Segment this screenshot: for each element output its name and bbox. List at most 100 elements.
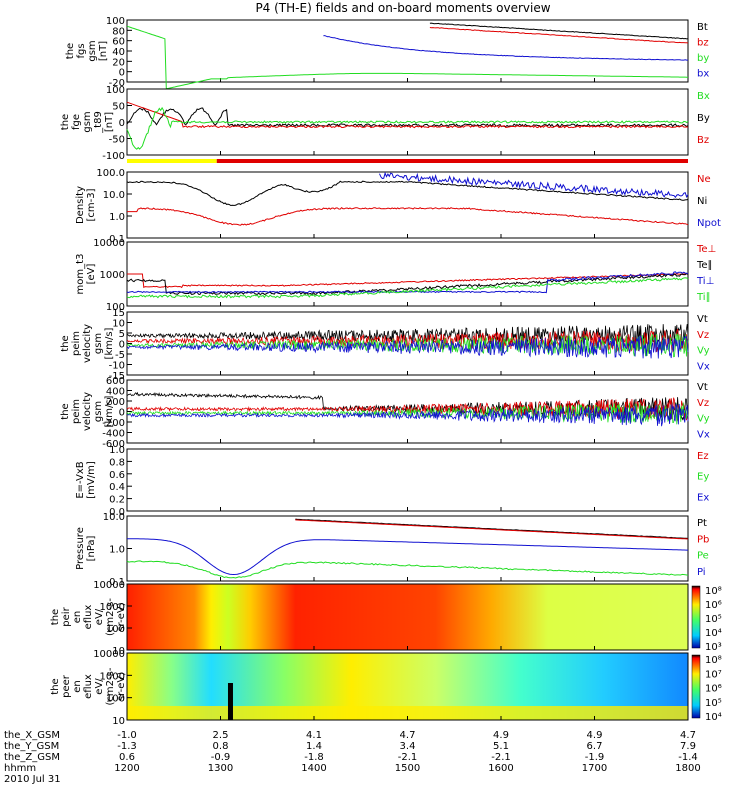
chart-title: P4 (TH-E) fields and on-board moments ov… [255,1,550,15]
y-axis-label: eV/ [94,608,105,625]
y-axis-label: [nPa] [86,535,97,561]
legend-Ni: Ni [697,196,707,207]
y-tick-label: 1.0 [109,212,125,223]
y-axis-label: peer [61,674,72,698]
y-axis-label: [km/s] [104,395,115,427]
legend-Vt: Vt [697,314,708,325]
panel-pressure: Pressure [nPa] 10.0 1.0 0.1 Pt Pb Pe Pi [75,512,709,588]
y-tick-label: -5 [115,350,125,361]
x-tick-label: 4.9 [493,730,509,741]
legend-By: By [697,113,710,124]
series-line-red [126,101,689,129]
colorbar-label: 10⁶ [705,600,722,611]
x-tick-label: 1300 [208,763,233,774]
y-tick-label: 100 [106,624,125,635]
y-axis-label: the [65,43,76,59]
heatmap-image [127,584,688,650]
x-tick-label: 4.9 [587,730,603,741]
panel-peir_spec: the peir en eflux eV/(cm2-s-sr-eV) 10⁸ 10⁶ 10⁵ 1… [50,580,722,657]
colorbar [691,654,701,719]
series-line-black [295,518,689,539]
panel-fge: the fge gsm _t89 [nT] 100 50 0 -50 -100 Bx By Bz [60,85,710,162]
series-line-blue [127,403,689,427]
y-tick-label: 10 [112,716,125,727]
colorbar-label: 10⁸ [705,655,722,666]
y-axis-label: peim [71,331,82,356]
legend-Pe: Pe [697,551,709,562]
y-axis-label: [nT] [104,112,115,132]
x-date-label: 2010 Jul 31 [4,774,61,785]
x-tick-label: 4.1 [306,730,322,741]
legend-Vz: Vz [697,398,709,409]
x-tick-label: -2.1 [398,752,418,763]
y-axis-label: sr-eV) [116,672,127,701]
legend-bx: bx [697,69,709,80]
y-tick-label: 60 [112,37,125,48]
y-tick-label: 1.0 [109,545,125,556]
y-tick-label: 0.0 [109,507,125,518]
panel-density: Density [cm-3] 100.0 10.0 1.0 0.1 Ne Ni Npot [75,168,721,245]
y-tick-label: -10 [109,361,125,372]
y-tick-label: 100 [106,16,125,27]
x-tick-label: 1.4 [306,741,322,752]
series-line-blue [379,171,689,199]
y-axis-label: gsm [93,401,104,422]
x-tick-label: -2.1 [491,752,511,763]
mode-bar-fast [216,159,688,163]
y-axis-label: (cm2-s- [105,598,116,636]
y-tick-label: 0.8 [109,457,125,468]
y-axis-label: eflux [83,674,94,699]
y-tick-label: 0 [119,340,125,351]
y-axis-label: Density [75,186,86,224]
y-axis-label: gsm [82,111,93,132]
y-axis-label: [mV/m] [86,461,97,499]
x-tick-label: -1.4 [678,752,698,763]
legend-Ti⊥: Ti⊥ [696,276,714,287]
y-tick-label: 600 [106,376,125,387]
y-tick-label: 15 [112,308,125,319]
x-tick-label: 1500 [395,763,420,774]
legend-Te∥: Te∥ [696,260,713,271]
colorbar-label: 10³ [705,642,722,653]
y-axis-label: velocity [82,324,93,363]
colorbar-label: 10⁴ [705,628,722,639]
y-tick-label: 100 [106,302,125,313]
series-line-red [127,272,689,289]
y-tick-label: 0 [119,118,125,129]
series-line-green [126,106,689,150]
series-line-red [429,27,689,44]
series-line-red [127,207,689,226]
legend-Pi: Pi [697,567,706,578]
x-tick-label: 4.7 [680,730,696,741]
y-tick-label: 10.0 [103,190,125,201]
y-tick-label: 400 [106,387,125,398]
y-tick-label: 10000 [93,649,125,660]
x-tick-label: 1800 [675,763,700,774]
y-axis-label: gsm [87,40,98,61]
y-tick-label: 10.0 [103,512,125,523]
series-line-green [126,25,688,90]
x-tick-label: 1600 [488,763,513,774]
x-tick-label: 1700 [582,763,607,774]
y-tick-label: 0 [119,408,125,419]
x-tick-label: -0.9 [211,752,231,763]
y-axis-label: gsm [93,333,104,354]
panel-frame [126,448,689,512]
y-axis-label: the [60,403,71,419]
panel-peer_spec: the peer en eflux eV/(cm2-s-sr-eV) 10⁸ 10⁷ 10⁶ 1… [50,649,722,727]
y-tick-label: -50 [109,135,125,146]
legend-Bz: Bz [697,135,709,146]
x-row-label: the_Z_GSM [4,752,60,763]
x-tick-label: 1200 [114,763,139,774]
series-line-red [295,519,689,540]
x-tick-label: 7.9 [680,741,696,752]
panel-temp: mom_t3 [eV] 10000 1000 100 Te⊥ Te∥ Ti⊥ Ti∥ [75,238,716,313]
legend-Vx: Vx [697,429,710,440]
panel-efield: E=-VxB [mV/m] 1.00.8 0.60.4 0.20.0 Ez Ey Ex [75,445,709,518]
x-tick-label: 3.4 [400,741,416,752]
panel-frame [126,19,689,83]
legend-Ti∥: Ti∥ [696,292,711,303]
